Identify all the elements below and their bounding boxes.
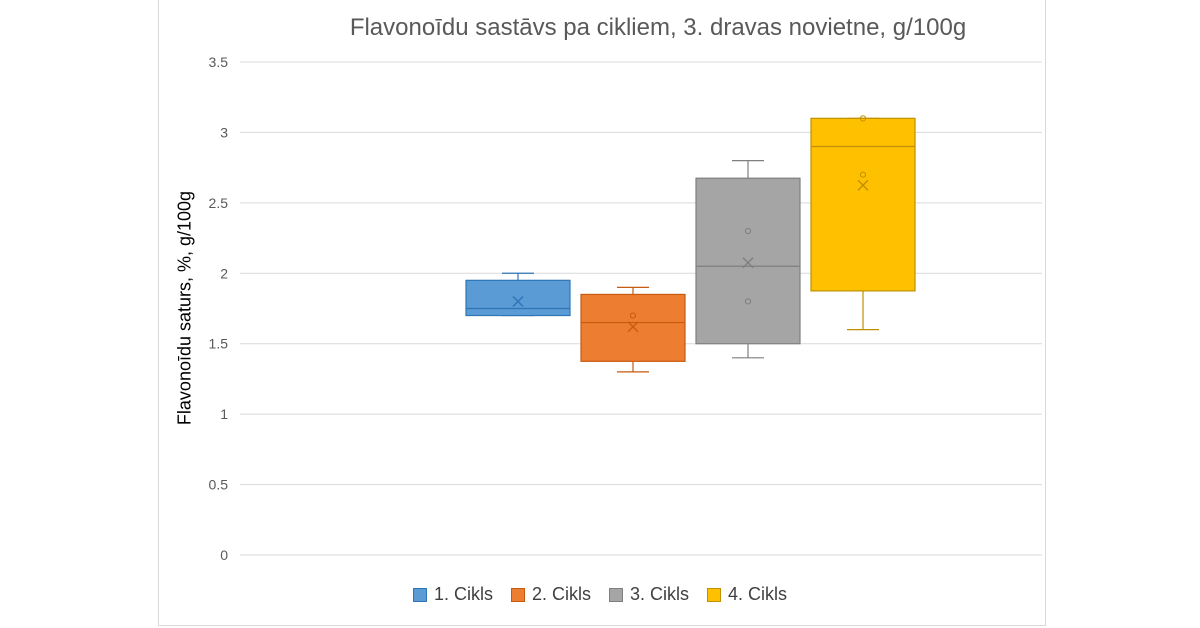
y-tick-label: 0 [220,547,228,563]
legend-label: 1. Cikls [433,584,493,604]
y-tick-label: 3 [220,124,228,140]
legend: 1. Cikls 2. Cikls 3. Cikls 4. Cikls [0,584,1200,605]
data-point [744,227,752,235]
mean-marker [512,295,524,307]
legend-label: 2. Cikls [531,584,591,604]
data-point [859,171,867,178]
legend-item: 1. Cikls [412,584,493,605]
mean-marker [742,257,754,269]
box [580,293,686,362]
box [695,177,801,345]
data-point [629,312,637,319]
legend-item: 3. Cikls [609,584,689,605]
legend-label: 4. Cikls [728,584,788,604]
legend-item: 4. Cikls [707,584,787,605]
y-tick-label: 1.5 [209,336,229,352]
mean-marker [627,321,639,333]
legend-swatch [707,587,722,602]
legend-swatch [510,587,525,602]
y-tick-label: 0.5 [209,477,229,493]
legend-item: 2. Cikls [510,584,591,605]
box [465,279,571,317]
data-point [744,298,752,305]
y-tick-label: 2 [220,265,228,281]
y-tick-label: 3.5 [209,54,229,70]
legend-swatch [609,587,623,602]
legend-swatch [412,587,427,602]
chart-title: Flavonoīdu sastāvs pa cikliem, 3. dravas… [349,14,967,41]
data-point [859,115,867,122]
y-tick-label: 1 [220,406,228,422]
box [810,117,916,292]
mean-marker [857,179,869,191]
y-tick-label: 2.5 [209,195,229,211]
legend-label: 3. Cikls [630,584,690,604]
